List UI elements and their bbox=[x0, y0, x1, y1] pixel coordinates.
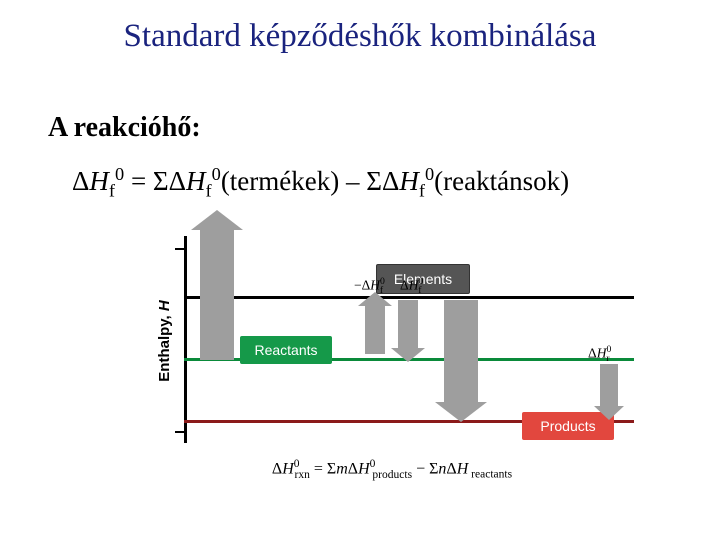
section-heading: A reakcióhő: bbox=[48, 112, 201, 144]
elements-level-line bbox=[184, 296, 634, 299]
y-axis-line bbox=[184, 236, 187, 443]
slide: Standard képződéshők kombinálása A reakc… bbox=[0, 0, 720, 540]
enthalpy-diagram: Enthalpy, H Elements Reactants Products … bbox=[122, 236, 662, 481]
y-axis-tick bbox=[175, 248, 187, 250]
y-axis-label-H: H bbox=[156, 300, 173, 311]
dHr-arrow-head bbox=[594, 406, 624, 420]
reactants-label-box: Reactants bbox=[240, 336, 332, 364]
dHr-label: ΔH0r bbox=[588, 344, 610, 364]
enthalpy-up-arrow-body bbox=[200, 224, 234, 360]
pos-dHf-arrow-body bbox=[398, 300, 418, 350]
y-axis-label-text: Enthalpy, bbox=[156, 311, 173, 382]
enthalpy-up-arrow-head bbox=[191, 210, 243, 230]
elements-to-products-arrow-head bbox=[435, 402, 487, 422]
pos-dHf-arrow-head bbox=[391, 348, 425, 362]
y-axis-tick bbox=[175, 431, 187, 433]
page-title: Standard képződéshők kombinálása bbox=[0, 18, 720, 55]
bottom-equation: ΔH0rxn = ΣmΔH0products − ΣnΔH reactants bbox=[122, 458, 662, 481]
dHr-arrow-body bbox=[600, 364, 618, 408]
main-equation: ΔHf0 = ΣΔHf0(termékek) – ΣΔHf0(reaktánso… bbox=[72, 164, 569, 201]
neg-dHf-arrow-body bbox=[365, 304, 385, 354]
eq-reactants-word: (reaktánsok) bbox=[434, 166, 569, 196]
eq-products-word: (termékek) bbox=[221, 166, 339, 196]
neg-dHf-label: −ΔH0f bbox=[354, 276, 383, 296]
elements-to-products-arrow-body bbox=[444, 300, 478, 404]
y-axis-label: Enthalpy, H bbox=[156, 276, 173, 406]
pos-dHf-label: ΔH0f bbox=[400, 276, 422, 296]
